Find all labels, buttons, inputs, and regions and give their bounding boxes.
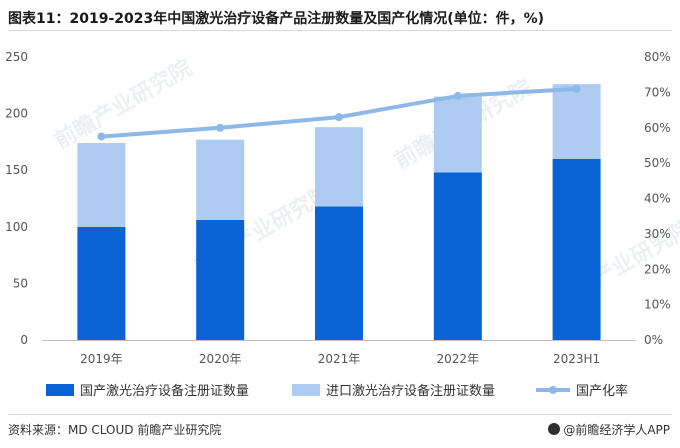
- bars-layer: [77, 84, 601, 340]
- y-right-tick-label: 50%: [644, 156, 671, 170]
- y-left-tick-label: 150: [5, 163, 28, 177]
- x-tick-label: 2019年: [80, 352, 123, 366]
- y-right-tick-label: 40%: [644, 192, 671, 206]
- watermark: 前瞻产业研究院: [50, 55, 196, 155]
- brand-label: @前瞻经济学人APP: [548, 421, 670, 438]
- bar-imported: [77, 143, 126, 227]
- y-left-tick-label: 50: [13, 276, 28, 290]
- bar-domestic: [433, 172, 482, 340]
- rate-point: [97, 132, 106, 141]
- legend-swatch-imported: [292, 384, 320, 396]
- y-right-tick-label: 70%: [644, 85, 671, 99]
- bar-domestic: [315, 206, 363, 340]
- rate-point: [216, 123, 225, 132]
- bar-domestic: [552, 158, 601, 340]
- axes-layer: 0 50 100 150 200 250 0% 10% 20% 30% 40% 50% 60% 70% 80…: [5, 50, 671, 366]
- footer-divider: [8, 414, 672, 415]
- y-right-tick-label: 0%: [644, 333, 663, 347]
- bar-imported: [196, 139, 245, 221]
- brand-logo-icon: [548, 423, 561, 435]
- y-right-tick-label: 10%: [644, 298, 671, 312]
- legend-label-rate: 国产化率: [576, 383, 628, 399]
- y-right-tick-label: 80%: [644, 50, 671, 64]
- rate-point: [453, 91, 462, 100]
- rate-line-layer: [97, 84, 581, 141]
- x-tick-label: 2022年: [437, 352, 480, 366]
- y-right-tick-label: 60%: [644, 121, 671, 135]
- y-right-tick-label: 30%: [644, 227, 671, 241]
- legend-label-domestic: 国产激光治疗设备注册证数量: [80, 383, 249, 399]
- x-tick-label: 2021年: [318, 352, 361, 366]
- chart-title: 图表11：2019-2023年中国激光治疗设备产品注册数量及国产化情况(单位：件…: [8, 11, 545, 27]
- rate-point: [335, 113, 343, 122]
- brand-text: @前瞻经济学人APP: [563, 423, 670, 437]
- bar-domestic: [196, 220, 245, 340]
- x-tick-label: 2020年: [199, 352, 242, 366]
- legend-swatch-rate-point: [549, 386, 557, 394]
- legend: 国产激光治疗设备注册证数量 进口激光治疗设备注册证数量 国产化率: [46, 383, 628, 399]
- source-note: 资料来源：MD CLOUD 前瞻产业研究院: [8, 423, 222, 437]
- legend-swatch-domestic: [46, 384, 74, 396]
- y-left-tick-label: 250: [5, 50, 28, 64]
- title-divider: [8, 30, 672, 31]
- rate-point: [572, 84, 581, 93]
- x-tick-label: 2023H1: [553, 352, 600, 366]
- bar-imported: [315, 127, 363, 207]
- bar-domestic: [77, 226, 126, 340]
- y-left-tick-label: 200: [5, 107, 28, 121]
- bar-imported: [433, 96, 482, 173]
- legend-label-imported: 进口激光治疗设备注册证数量: [326, 383, 495, 399]
- y-right-tick-label: 20%: [644, 262, 671, 276]
- y-left-tick-label: 100: [5, 220, 28, 234]
- chart: 前瞻产业研究院 前瞻产业研究院 前瞻产业研究院 前瞻产业研究院 05010015…: [5, 50, 680, 399]
- y-left-tick-label: 0: [20, 333, 28, 347]
- bar-imported: [552, 84, 601, 159]
